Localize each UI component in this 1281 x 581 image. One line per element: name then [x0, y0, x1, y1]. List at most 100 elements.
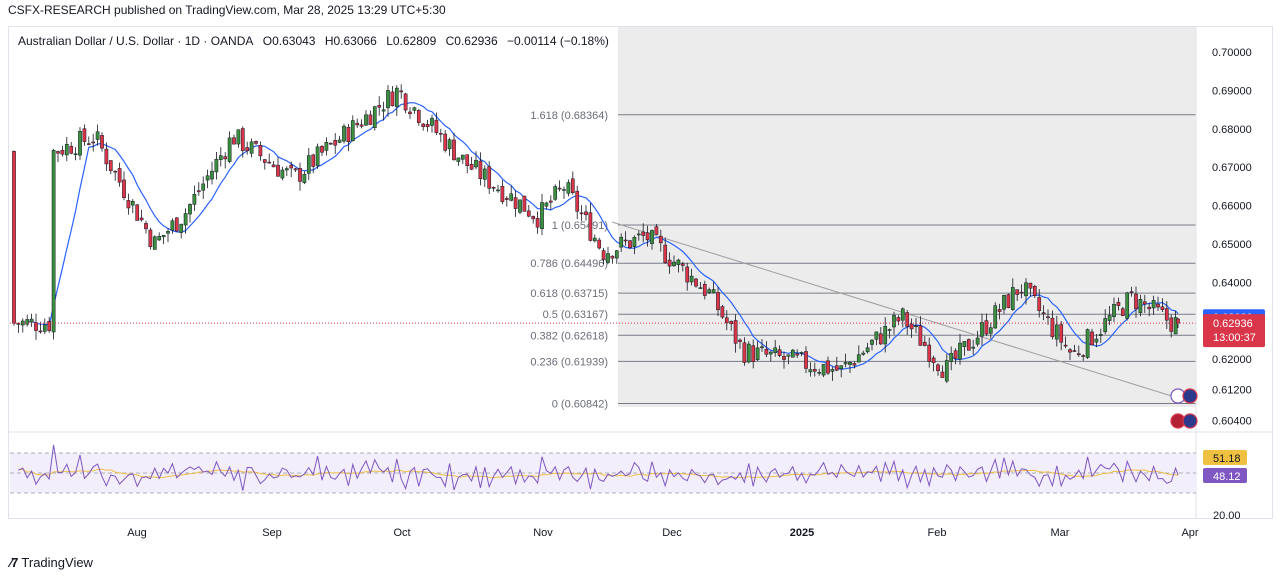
- candle: [826, 360, 830, 374]
- candle: [236, 129, 241, 145]
- candle: [918, 325, 923, 346]
- candle: [540, 202, 544, 229]
- candle: [174, 217, 179, 232]
- candle: [795, 353, 800, 356]
- candle: [777, 349, 782, 356]
- candle: [1076, 353, 1081, 355]
- candle: [91, 141, 96, 144]
- candle: [680, 263, 685, 266]
- candle: [953, 350, 958, 359]
- fib-level-label: 1.618 (0.68364): [530, 110, 608, 122]
- candle: [262, 159, 267, 163]
- candle: [848, 362, 852, 365]
- candle: [817, 372, 822, 374]
- candle: [416, 110, 421, 123]
- candle: [887, 329, 892, 331]
- time-tick-label: Aug: [127, 527, 147, 539]
- footer-brand[interactable]: TradingView: [21, 555, 93, 570]
- candle: [47, 320, 52, 331]
- price-tick-label: 0.64000: [1212, 277, 1252, 289]
- candle: [1151, 300, 1156, 309]
- candle: [1107, 315, 1112, 321]
- candle: [482, 168, 487, 180]
- candle: [381, 109, 386, 112]
- candle: [1156, 303, 1160, 308]
- trendline: [611, 221, 1179, 399]
- candle: [1142, 301, 1147, 305]
- tradingview-logo-icon[interactable]: ⁄7: [10, 555, 18, 570]
- rsi-ma-line: [18, 468, 1179, 479]
- candle: [729, 321, 734, 325]
- candle: [60, 149, 65, 155]
- candle: [1046, 316, 1050, 319]
- candle: [452, 139, 456, 161]
- candle: [610, 255, 615, 259]
- candle: [152, 236, 157, 250]
- candle: [12, 151, 16, 324]
- candle: [764, 348, 769, 355]
- candle: [196, 190, 201, 193]
- candle: [513, 197, 518, 209]
- candle: [531, 216, 536, 220]
- open-value: O0.63043: [262, 34, 316, 48]
- candle: [170, 220, 175, 231]
- candle: [491, 186, 496, 189]
- candle: [258, 145, 263, 157]
- symbol-label[interactable]: Australian Dollar / U.S. Dollar · 1D · O…: [18, 34, 254, 48]
- candle: [403, 93, 408, 111]
- candle: [812, 368, 817, 372]
- fib-level-label: 0.618 (0.63715): [530, 288, 608, 300]
- candle: [636, 233, 641, 236]
- candle: [1116, 301, 1121, 306]
- rsi-badge: [1203, 468, 1247, 483]
- candle: [139, 217, 144, 221]
- candle: [456, 157, 461, 162]
- candle: [707, 289, 712, 293]
- candle: [69, 146, 74, 154]
- candle: [108, 160, 113, 171]
- candle: [535, 218, 540, 228]
- candle: [526, 210, 531, 217]
- candle: [390, 91, 395, 107]
- candle: [597, 239, 602, 249]
- candle: [601, 250, 606, 260]
- price-tick-label: 0.61200: [1212, 385, 1252, 397]
- candle: [86, 143, 91, 145]
- candle: [694, 278, 698, 287]
- candle: [579, 212, 584, 215]
- candle: [1041, 312, 1046, 315]
- candle: [1147, 306, 1152, 310]
- time-tick-label: Oct: [393, 527, 410, 539]
- candle: [350, 120, 355, 142]
- candle: [975, 337, 980, 345]
- candle: [685, 266, 690, 283]
- candle: [940, 371, 945, 378]
- candle: [760, 346, 764, 349]
- candle: [276, 164, 280, 177]
- fib-level-label: 0.5 (0.63167): [543, 309, 608, 321]
- candle: [333, 140, 338, 146]
- candle: [716, 292, 720, 311]
- candle: [346, 127, 351, 143]
- candle: [302, 174, 307, 183]
- candle: [1112, 303, 1116, 317]
- candle: [1002, 295, 1006, 310]
- rsi-line: [18, 444, 1179, 491]
- au-flag-icon: [1182, 413, 1198, 429]
- candle: [632, 237, 637, 247]
- candle: [179, 223, 184, 233]
- candle: [249, 141, 254, 154]
- candle: [584, 211, 588, 216]
- candle: [1006, 294, 1011, 308]
- price-tick-label: 0.65000: [1212, 239, 1252, 251]
- candle: [474, 159, 478, 168]
- candle: [1090, 331, 1094, 346]
- candle: [368, 114, 373, 125]
- price-tick-label: 0.69000: [1212, 85, 1252, 97]
- candle: [1015, 289, 1020, 295]
- candle: [944, 360, 949, 382]
- candle: [874, 331, 879, 340]
- candle: [518, 199, 522, 213]
- candle: [1134, 293, 1138, 310]
